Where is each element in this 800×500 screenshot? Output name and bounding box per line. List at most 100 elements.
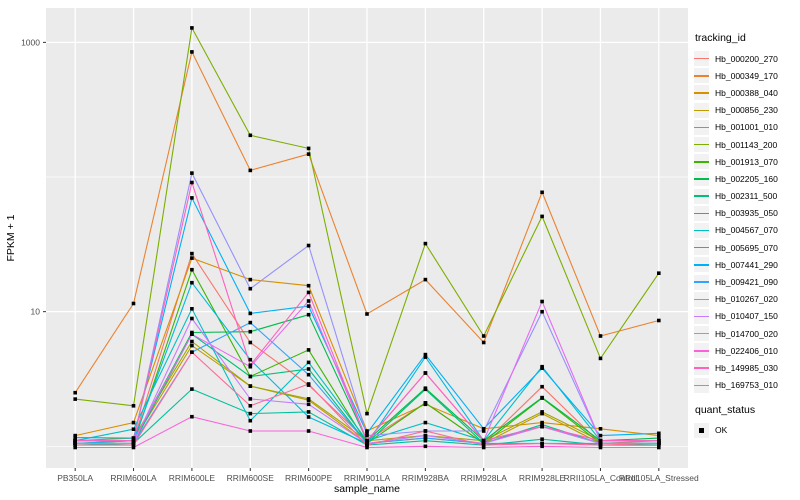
legend-title-tracking-id: tracking_id (695, 32, 746, 44)
data-point (306, 146, 311, 151)
legend-item-label: Hb_001143_200 (715, 139, 778, 150)
legend-item-label: Hb_002311_500 (715, 191, 778, 202)
data-point (657, 445, 661, 450)
data-point (248, 320, 253, 325)
data-point (423, 444, 428, 449)
legend-item-Hb_000200_270: Hb_000200_270 (694, 50, 800, 67)
legend-color-line-icon (694, 119, 709, 135)
data-point (306, 304, 311, 308)
legend-color-line-icon (694, 360, 709, 376)
x-tick-label: RRIM928BA (402, 473, 450, 483)
data-point (365, 429, 369, 433)
legend-item-Hb_000388_040: Hb_000388_040 (694, 84, 800, 101)
legend-item-label: Hb_169753_010 (715, 380, 778, 391)
data-point (306, 290, 311, 295)
x-tick-label: RRII105LA_Stressed (619, 473, 699, 483)
legend-color-line-icon (694, 85, 709, 101)
x-tick-label: RRIM600LE (169, 473, 216, 483)
legend-item-Hb_002205_160: Hb_002205_160 (694, 170, 800, 187)
data-point (190, 343, 194, 348)
data-point (423, 355, 428, 359)
data-point (423, 438, 428, 443)
data-point (248, 384, 253, 388)
data-point (73, 438, 77, 443)
legend-item-Hb_009421_090: Hb_009421_090 (694, 273, 800, 290)
legend-item-Hb_022406_010: Hb_022406_010 (694, 342, 800, 359)
data-point (190, 332, 194, 336)
data-point (423, 277, 428, 282)
data-point (190, 180, 194, 185)
data-point (423, 241, 428, 246)
data-point (481, 443, 486, 447)
data-point (423, 420, 428, 425)
x-tick-label: RRIM600SE (227, 473, 275, 483)
data-point (190, 50, 194, 54)
data-point (365, 433, 369, 438)
data-point (248, 397, 253, 401)
data-point (540, 422, 544, 427)
gridlines (46, 8, 688, 468)
legend-color-line-icon (694, 51, 709, 67)
data-point (131, 427, 136, 431)
data-point (540, 395, 544, 400)
data-point (190, 171, 194, 175)
legend-item-Hb_001001_010: Hb_001001_010 (694, 119, 800, 136)
data-point (657, 441, 661, 446)
data-point (248, 340, 253, 345)
x-tick-label: RRIM600PE (285, 473, 333, 483)
data-point (423, 436, 428, 440)
data-point (481, 334, 486, 338)
data-point (190, 196, 194, 200)
data-point (248, 363, 253, 367)
data-point (657, 318, 661, 323)
legend-title-quant-status: quant_status (695, 403, 756, 416)
data-point (248, 329, 253, 334)
data-point (306, 312, 311, 317)
data-point (365, 431, 369, 436)
legend-item-Hb_003935_050: Hb_003935_050 (694, 205, 800, 222)
data-point (248, 277, 253, 282)
data-point (306, 243, 311, 248)
legend-color-line-icon (694, 343, 709, 359)
data-point (657, 431, 661, 436)
data-point (248, 286, 253, 291)
data-point (540, 366, 544, 370)
data-point (423, 433, 428, 438)
data-point (540, 444, 544, 449)
legend-item-Hb_001913_070: Hb_001913_070 (694, 153, 800, 170)
legend-item-label: Hb_000200_270 (715, 53, 778, 64)
data-point (481, 429, 486, 433)
legend-item-label: OK (715, 425, 728, 436)
legend-color-line-icon (694, 257, 709, 273)
data-point (306, 415, 311, 419)
legend-item-label: Hb_002205_160 (715, 173, 778, 184)
data-point (481, 445, 486, 450)
data-point (598, 438, 603, 443)
data-point (540, 384, 544, 389)
data-point (73, 397, 77, 401)
legend-item-label: Hb_003935_050 (715, 208, 778, 219)
data-point (190, 307, 194, 311)
data-point (190, 256, 194, 260)
axis-tick-marks (43, 41, 660, 471)
data-point (598, 433, 603, 438)
data-point (540, 437, 544, 441)
legend-item-Hb_001143_200: Hb_001143_200 (694, 136, 800, 153)
data-point (190, 350, 194, 354)
legend-item-label: Hb_014700_020 (715, 328, 778, 339)
data-point (131, 445, 136, 450)
data-point (540, 190, 544, 195)
data-point (306, 402, 311, 407)
data-point (306, 429, 311, 433)
legend-color-line-icon (694, 240, 709, 256)
data-point (131, 438, 136, 443)
legend-color-line-icon (694, 377, 709, 393)
data-point (190, 267, 194, 272)
data-point (306, 152, 311, 156)
data-point (540, 214, 544, 219)
data-point (657, 433, 661, 438)
data-point (598, 427, 603, 431)
legend-item-Hb_005695_070: Hb_005695_070 (694, 239, 800, 256)
data-point (540, 424, 544, 429)
data-point (598, 356, 603, 361)
